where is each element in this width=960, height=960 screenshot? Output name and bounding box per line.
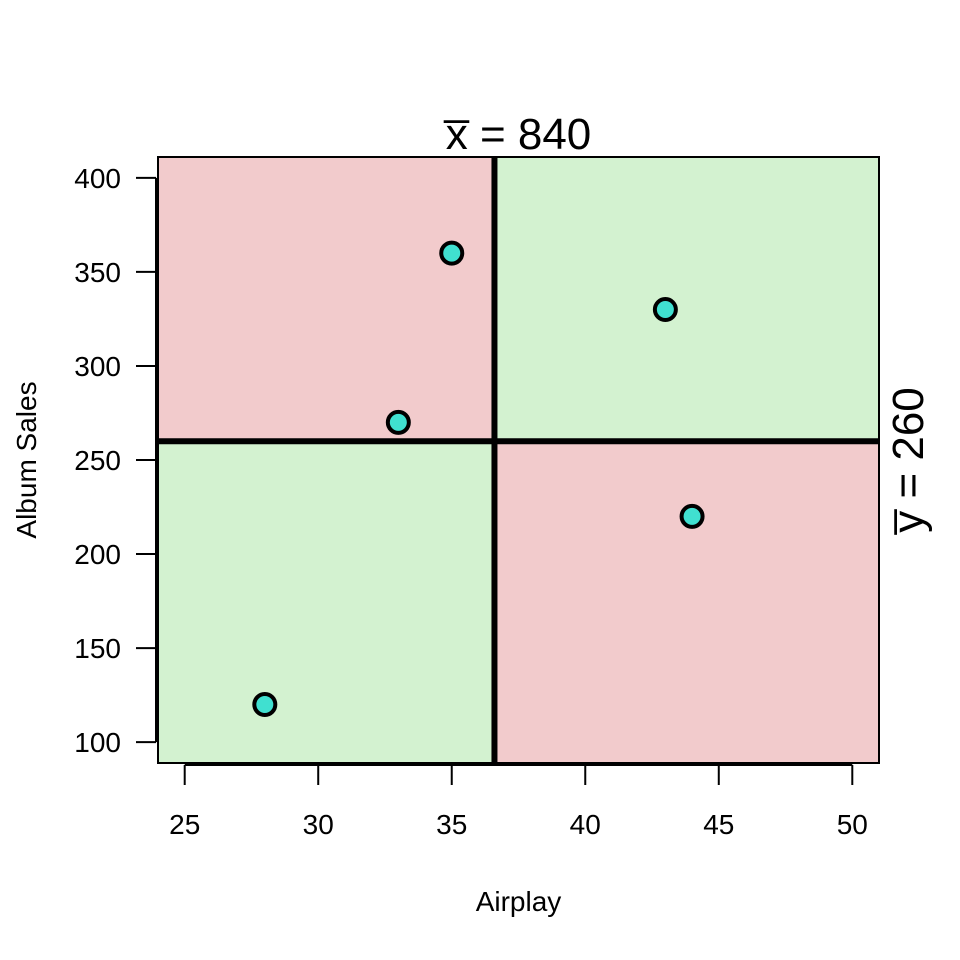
- data-point-2: [385, 409, 411, 435]
- quadrant-top-left: [158, 157, 495, 442]
- mean-lines: [158, 157, 879, 763]
- data-point-1: [252, 692, 278, 718]
- mean-x-label: x̅ = 840: [443, 110, 591, 159]
- x-tick-label-35: 35: [436, 809, 467, 840]
- x-tick-label-30: 30: [303, 809, 334, 840]
- y-tick-label-200: 200: [74, 539, 121, 570]
- y-tick-label-350: 350: [74, 257, 121, 288]
- y-tick-label-400: 400: [74, 163, 121, 194]
- x-tick-label-45: 45: [703, 809, 734, 840]
- y-tick-label-100: 100: [74, 727, 121, 758]
- x-tick-label-25: 25: [169, 809, 200, 840]
- y-axis-title: Album Sales: [11, 381, 42, 538]
- mean-y-label: y̅ = 260: [884, 387, 933, 535]
- quadrant-bottom-left: [158, 441, 495, 763]
- x-axis-title: Airplay: [476, 886, 562, 917]
- y-tick-label-250: 250: [74, 445, 121, 476]
- data-point-4: [652, 297, 678, 323]
- quadrant-top-right: [494, 157, 879, 442]
- x-tick-label-40: 40: [570, 809, 601, 840]
- data-points: [252, 240, 705, 718]
- y-tick-label-150: 150: [74, 633, 121, 664]
- plot-frame: [157, 156, 880, 764]
- x-axis: 25 30 35 40 45 50: [169, 764, 868, 840]
- quadrant-bottom-right: [494, 441, 879, 763]
- quadrant-backgrounds: [158, 157, 879, 763]
- y-axis: 100 150 200 250 300 350 400: [74, 163, 157, 758]
- data-point-3: [439, 240, 465, 266]
- data-point-5: [679, 503, 705, 529]
- y-tick-label-300: 300: [74, 351, 121, 382]
- x-tick-label-50: 50: [837, 809, 868, 840]
